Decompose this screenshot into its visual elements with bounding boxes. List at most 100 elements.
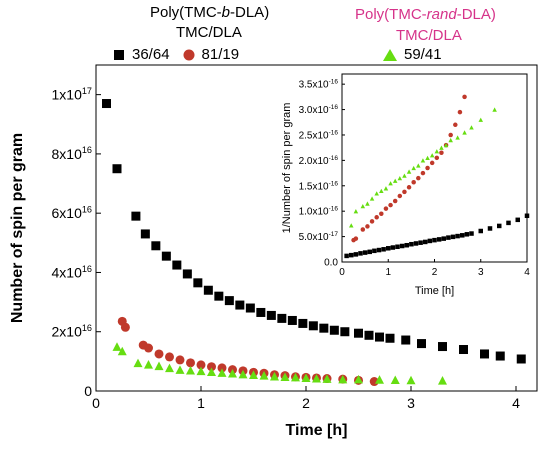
main-point bbox=[375, 375, 384, 384]
legend-row-rand: 59/41 bbox=[382, 46, 454, 63]
inset-point bbox=[443, 142, 449, 148]
inset-point bbox=[432, 237, 437, 243]
main-point bbox=[390, 375, 400, 385]
inset-x-tick-label: 1 bbox=[385, 267, 391, 278]
main-point bbox=[287, 315, 297, 325]
inset-point bbox=[365, 224, 370, 229]
main-point bbox=[112, 164, 122, 174]
inset-point bbox=[411, 165, 416, 171]
inset-point bbox=[395, 244, 400, 250]
inset-y-tick-label: 1.0x10-16 bbox=[299, 206, 339, 218]
inset-point bbox=[369, 219, 375, 224]
main-point bbox=[259, 371, 269, 380]
main-x-axis-label: Time [h] bbox=[286, 422, 348, 439]
main-point bbox=[256, 307, 266, 317]
inset-point bbox=[469, 231, 474, 236]
inset-point bbox=[420, 158, 426, 163]
main-point bbox=[322, 374, 332, 383]
main-point bbox=[224, 296, 234, 306]
main-point bbox=[364, 330, 374, 340]
main-point bbox=[165, 363, 174, 373]
inset-point bbox=[406, 185, 412, 190]
main-y-axis-label: Number of spin per gram bbox=[9, 133, 26, 323]
main-point bbox=[354, 374, 363, 384]
main-x-tick-label: 3 bbox=[407, 395, 415, 411]
inset-y-axis-label: 1/Number of spin per gram bbox=[281, 103, 293, 234]
main-point bbox=[266, 310, 276, 320]
inset-point bbox=[478, 228, 483, 234]
legend-label-36-64: 36/64 bbox=[132, 46, 170, 63]
main-point bbox=[175, 355, 185, 365]
main-point bbox=[144, 343, 153, 353]
inset-point bbox=[383, 206, 389, 211]
main-point bbox=[369, 377, 379, 387]
inset-point bbox=[353, 236, 359, 241]
inset-y-tick-label: 5.0x10-17 bbox=[299, 231, 339, 243]
inset-point bbox=[497, 223, 502, 229]
inset-point bbox=[374, 191, 379, 196]
inset-point bbox=[388, 181, 393, 186]
main-point bbox=[172, 260, 182, 270]
inset-point bbox=[413, 241, 419, 246]
inset-point bbox=[411, 179, 416, 185]
main-point bbox=[203, 285, 213, 295]
inset-point bbox=[446, 235, 451, 240]
inset-x-tick-label: 3 bbox=[478, 267, 484, 278]
inset-y-tick-label: 3.0x10-16 bbox=[299, 104, 339, 116]
legend-subtitle-rand: TMC/DLA bbox=[396, 27, 462, 44]
inset-point bbox=[379, 211, 384, 216]
inset-point bbox=[448, 132, 453, 138]
main-point bbox=[298, 318, 308, 328]
inset-x-axis-label: Time [h] bbox=[415, 285, 454, 297]
main-point bbox=[329, 325, 339, 335]
inset-point bbox=[402, 189, 407, 195]
inset-point bbox=[420, 170, 426, 176]
main-point bbox=[459, 345, 468, 355]
main-point bbox=[480, 349, 489, 359]
inset-point bbox=[353, 252, 359, 257]
inset-point bbox=[455, 233, 460, 239]
inset-point bbox=[429, 160, 435, 166]
main-point bbox=[438, 376, 447, 385]
inset-x-tick-label: 0 bbox=[339, 267, 345, 278]
main-y-tick-label: 0 bbox=[84, 383, 92, 399]
legend-marker-square bbox=[114, 49, 124, 60]
main-point bbox=[144, 360, 153, 369]
inset-point bbox=[344, 253, 349, 259]
inset-point bbox=[406, 169, 412, 174]
inset-point bbox=[515, 217, 520, 223]
inset-point bbox=[367, 249, 372, 255]
main-y-tick-label: 6x1016 bbox=[52, 204, 92, 221]
main-point bbox=[196, 360, 206, 370]
inset-point bbox=[353, 209, 359, 214]
main-point bbox=[186, 358, 195, 368]
inset-point bbox=[416, 163, 421, 168]
inset-point bbox=[360, 227, 366, 232]
inset-point bbox=[439, 150, 444, 156]
inset-point bbox=[434, 149, 440, 154]
inset-y-tick-label: 1.5x10-16 bbox=[299, 180, 339, 192]
main-x-tick-label: 1 bbox=[197, 395, 205, 411]
main-point bbox=[312, 373, 321, 383]
inset-point bbox=[464, 232, 470, 237]
inset-point bbox=[386, 246, 391, 251]
legend-label-81-19: 81/19 bbox=[201, 46, 240, 63]
main-y-tick-label: 8x1016 bbox=[52, 145, 92, 162]
inset-point bbox=[441, 236, 446, 241]
main-point bbox=[249, 370, 258, 379]
legend-label-59-41: 59/41 bbox=[404, 46, 442, 63]
inset-point bbox=[462, 94, 467, 100]
main-point bbox=[196, 366, 206, 376]
inset-point bbox=[388, 202, 393, 208]
main-point bbox=[182, 269, 192, 279]
inset-point bbox=[374, 215, 379, 220]
legend-subtitle-block: TMC/DLA bbox=[176, 24, 242, 41]
legend-marker-triangle bbox=[383, 48, 397, 61]
main-point bbox=[117, 346, 127, 356]
main-point bbox=[214, 291, 224, 301]
inset-point bbox=[455, 135, 460, 140]
main-point bbox=[417, 339, 426, 349]
main-point bbox=[401, 335, 411, 345]
inset-point bbox=[358, 251, 363, 256]
